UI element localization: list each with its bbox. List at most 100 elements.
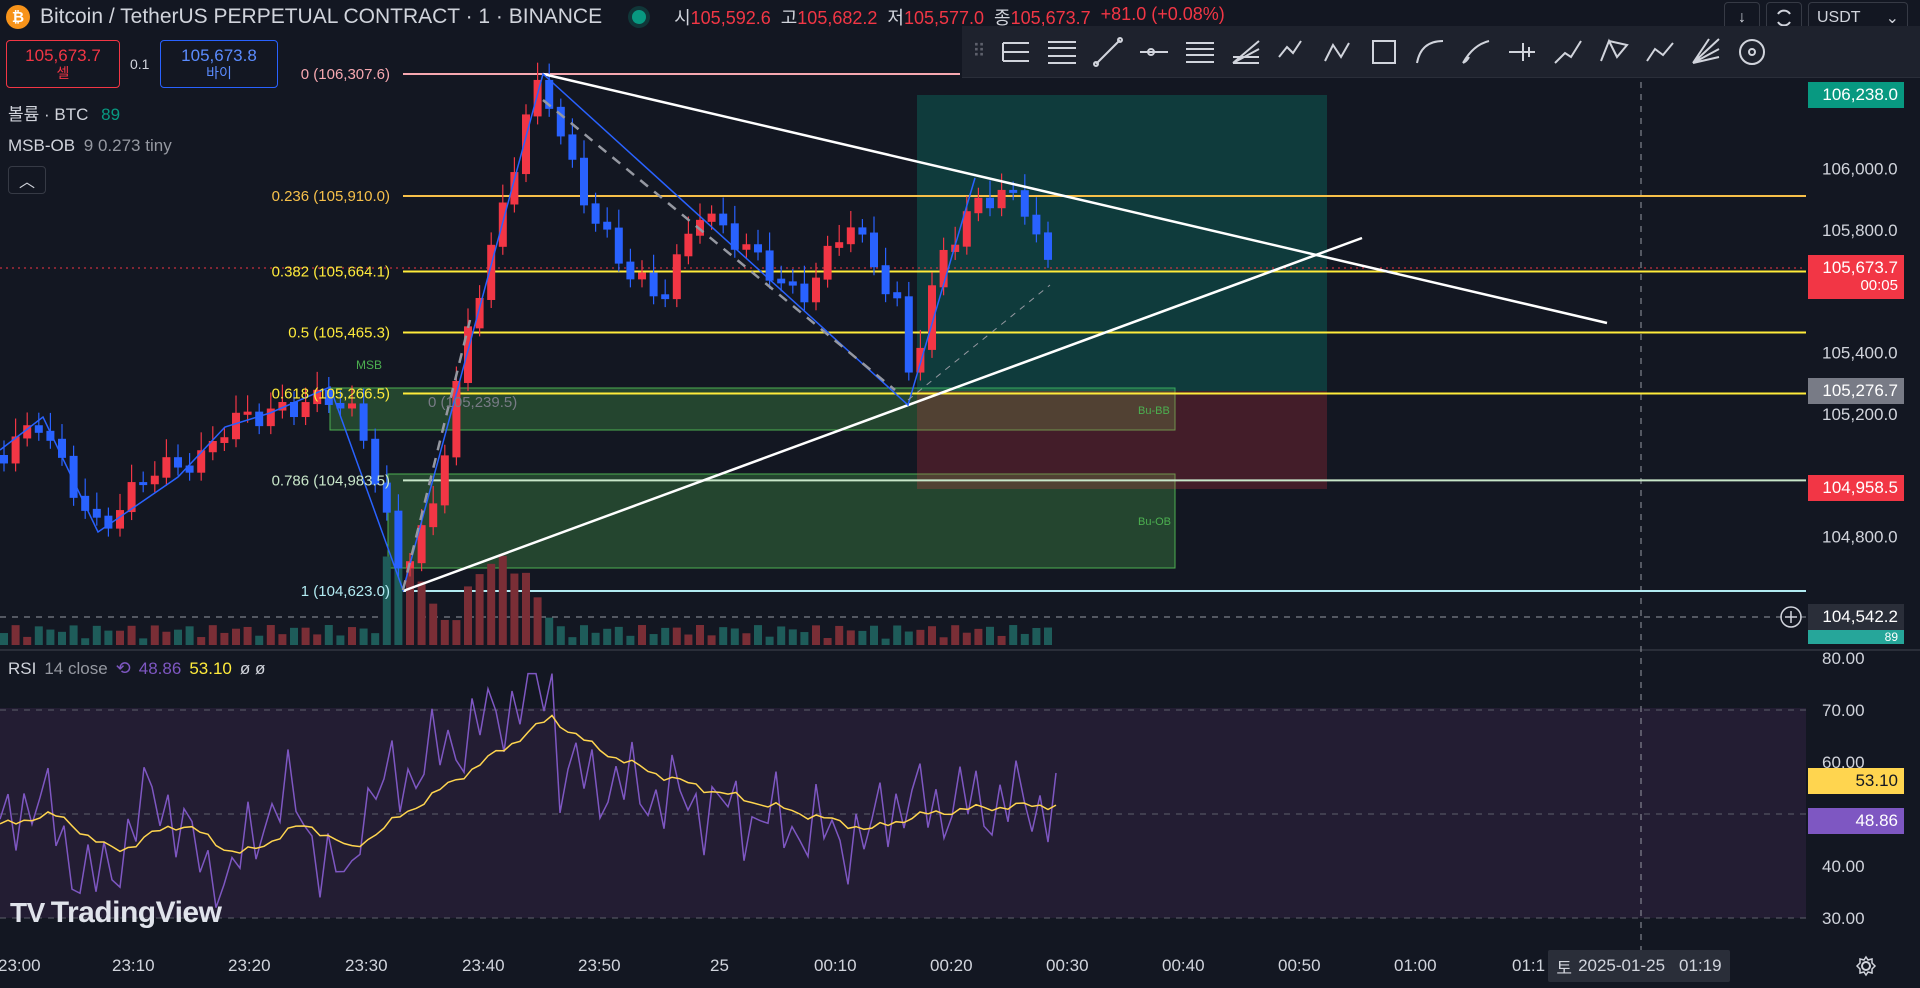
fib-level-label: 0.618 (105,266.5) bbox=[272, 386, 390, 403]
drag-handle-icon[interactable]: ⠿ bbox=[972, 41, 986, 61]
tool-rectangle-button[interactable] bbox=[1364, 32, 1404, 72]
tool-trend-line-button[interactable] bbox=[1088, 32, 1128, 72]
volume-bar bbox=[197, 637, 206, 645]
chart-settings-button[interactable] bbox=[1848, 950, 1884, 982]
volume-bar bbox=[1020, 633, 1029, 645]
candle-body bbox=[939, 249, 948, 288]
dashed-projection-line bbox=[542, 99, 896, 391]
stop-price-tag: 104,958.5 bbox=[1808, 475, 1904, 501]
tool-path-button[interactable] bbox=[1548, 32, 1588, 72]
volume-bar bbox=[707, 635, 716, 645]
volume-bar bbox=[69, 625, 78, 645]
candle-body bbox=[139, 482, 148, 486]
tool-brush-button[interactable] bbox=[1456, 32, 1496, 72]
collapse-legend-button[interactable]: ︿ bbox=[8, 166, 46, 194]
volume-bar bbox=[823, 638, 832, 645]
tool-curve-button[interactable] bbox=[1410, 32, 1450, 72]
tool-circle-button[interactable] bbox=[1732, 32, 1772, 72]
candle-body bbox=[382, 482, 391, 513]
volume-bar bbox=[150, 625, 159, 645]
fib-level-label: 0 (106,307.6) bbox=[301, 66, 390, 83]
volume-bar bbox=[116, 630, 124, 645]
volume-bar bbox=[580, 625, 588, 645]
spread-value: 0.1 bbox=[130, 56, 150, 72]
volume-bar bbox=[255, 635, 264, 645]
tool-fib-fan-button[interactable] bbox=[1226, 32, 1266, 72]
candle-body bbox=[150, 475, 159, 485]
time-axis-tick: 00:10 bbox=[814, 956, 857, 975]
volume-legend[interactable]: 볼륨 · BTC 89 bbox=[8, 105, 121, 124]
candle-body bbox=[742, 244, 751, 250]
volume-bar bbox=[1044, 627, 1052, 645]
candle-body bbox=[417, 525, 426, 564]
volume-bar bbox=[870, 625, 878, 645]
volume-bar bbox=[440, 619, 449, 645]
rsi-legend[interactable]: RSI 14 close ⟲ 48.86 53.10 ø ø bbox=[8, 658, 266, 678]
candle-body bbox=[0, 455, 8, 464]
rsi-line bbox=[0, 672, 1057, 908]
candle-body bbox=[754, 244, 762, 253]
tool-abcd-pattern-button[interactable] bbox=[1318, 32, 1358, 72]
fib-level-label: 0.236 (105,910.0) bbox=[272, 188, 390, 205]
volume-bar bbox=[394, 567, 403, 645]
candle-body bbox=[336, 402, 345, 409]
volume-bar bbox=[510, 573, 519, 645]
candle-body bbox=[893, 292, 902, 299]
volume-bar bbox=[278, 634, 287, 645]
tool-gann-fan-button[interactable] bbox=[1686, 32, 1726, 72]
candle-body bbox=[870, 232, 878, 268]
rsi-visibility-icon[interactable]: ⟲ bbox=[115, 658, 131, 678]
volume-bar bbox=[742, 633, 751, 645]
candle-body bbox=[220, 437, 229, 443]
market-status-icon[interactable] bbox=[632, 10, 647, 24]
volume-bar bbox=[754, 625, 762, 645]
volume-bar bbox=[220, 632, 229, 645]
candle-body bbox=[475, 297, 484, 329]
price-axis-tick: 105,200.0 bbox=[1822, 405, 1898, 424]
tool-horizontal-ray-button[interactable] bbox=[1134, 32, 1174, 72]
candle-body bbox=[359, 403, 368, 441]
symbol-title[interactable]: Bitcoin / TetherUS PERPETUAL CONTRACT · … bbox=[40, 5, 603, 28]
rsi-value-tag: 48.86 bbox=[1808, 808, 1904, 834]
candle-body bbox=[533, 79, 542, 117]
tool-long-position-button[interactable] bbox=[1502, 32, 1542, 72]
symbol-header: ₿ Bitcoin / TetherUS PERPETUAL CONTRACT … bbox=[0, 0, 1225, 34]
volume-bar bbox=[638, 625, 646, 645]
candle-body bbox=[707, 213, 716, 222]
volume-bar bbox=[185, 626, 194, 645]
candle-body bbox=[522, 114, 530, 175]
ohlc-readout: 시105,592.6 고105,682.2 저105,577.0 종105,67… bbox=[674, 4, 1225, 28]
volume-bar bbox=[626, 635, 635, 645]
volume-bar bbox=[522, 572, 530, 645]
time-axis-tick: 23:10 bbox=[112, 956, 155, 975]
tool-polyline-button[interactable] bbox=[1640, 32, 1680, 72]
volume-bar bbox=[406, 564, 414, 645]
tool-parallel-channel-button[interactable] bbox=[1180, 32, 1220, 72]
msb-ob-legend[interactable]: MSB-OB 9 0.273 tiny bbox=[8, 136, 172, 155]
elliott-wave-icon bbox=[1278, 39, 1302, 58]
rsi-axis-tick: 60.00 bbox=[1822, 753, 1865, 772]
time-axis-tick: 23:20 bbox=[228, 956, 271, 975]
volume-bar bbox=[371, 633, 380, 645]
tool-elliott-wave-button[interactable] bbox=[1272, 32, 1312, 72]
volume-bar bbox=[313, 634, 322, 645]
candle-body bbox=[591, 203, 600, 224]
buy-button[interactable]: 105,673.8 바이 bbox=[160, 40, 278, 88]
volume-bar bbox=[997, 635, 1006, 645]
tool-xabcd-pattern-button[interactable] bbox=[1594, 32, 1634, 72]
candle-body bbox=[800, 283, 809, 303]
tool-fib-retracement-button[interactable] bbox=[1042, 32, 1082, 72]
volume-value-tag: 89 bbox=[1808, 630, 1904, 644]
candle-body bbox=[1032, 214, 1041, 235]
candle-body bbox=[672, 254, 681, 300]
candle-body bbox=[765, 250, 774, 281]
candle-body bbox=[719, 213, 728, 226]
candle-body bbox=[174, 457, 182, 468]
candle-body bbox=[290, 401, 298, 418]
sell-button[interactable]: 105,673.7 셀 bbox=[6, 40, 120, 88]
tool-pitchfork-button[interactable] bbox=[996, 32, 1036, 72]
wave-pattern-line bbox=[0, 72, 976, 593]
volume-bar bbox=[591, 632, 600, 645]
tradingview-logo[interactable]: TV TradingView bbox=[10, 896, 222, 929]
